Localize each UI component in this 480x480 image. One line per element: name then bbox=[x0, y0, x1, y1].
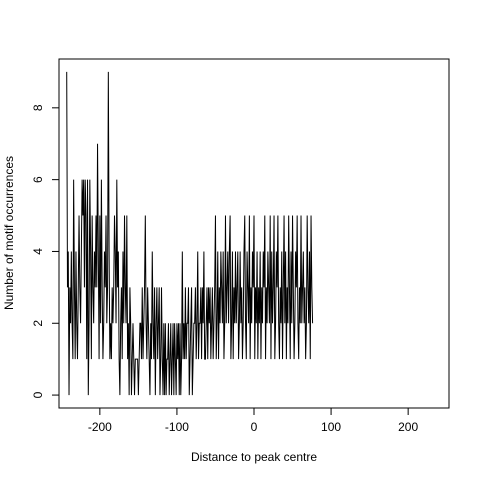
x-tick-label: 100 bbox=[321, 420, 341, 434]
y-tick-label: 8 bbox=[31, 104, 45, 111]
x-tick-label: -200 bbox=[88, 420, 112, 434]
y-axis: 0 2 4 6 8 bbox=[31, 104, 60, 398]
x-tick-label: 0 bbox=[251, 420, 258, 434]
y-tick-label: 2 bbox=[31, 320, 45, 327]
y-tick-label: 0 bbox=[31, 391, 45, 398]
y-tick-label: 6 bbox=[31, 176, 45, 183]
y-tick-label: 4 bbox=[31, 248, 45, 255]
x-tick-label: 200 bbox=[398, 420, 418, 434]
series-line bbox=[66, 71, 314, 396]
x-axis: -200 -100 0 100 200 bbox=[88, 407, 418, 434]
x-axis-title: Distance to peak centre bbox=[191, 450, 317, 464]
series-layer bbox=[66, 71, 314, 396]
x-tick-label: -100 bbox=[165, 420, 189, 434]
y-axis-title: Number of motif occurrences bbox=[2, 156, 16, 310]
